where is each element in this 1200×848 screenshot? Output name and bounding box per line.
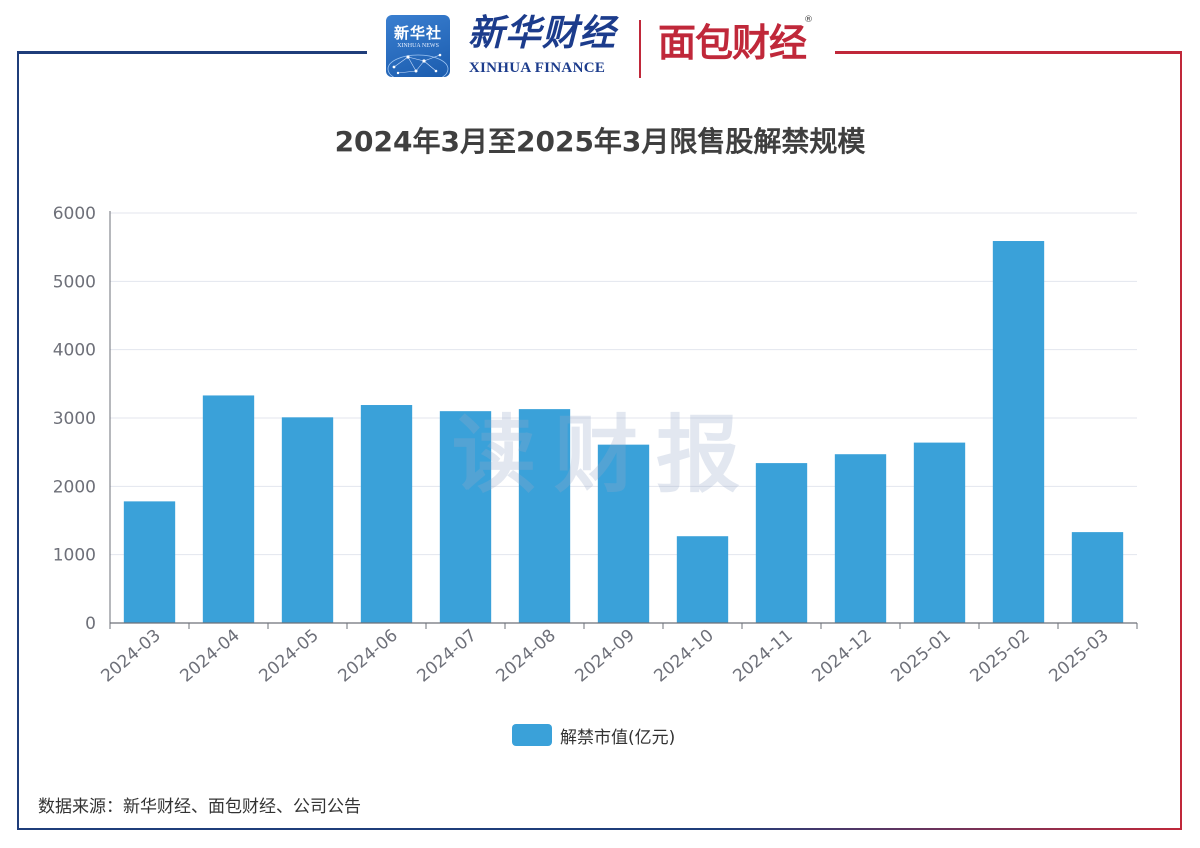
xinhua-finance-logo-cn: 新华财经 xyxy=(467,13,616,53)
x-tick-label: 2025-03 xyxy=(1045,626,1112,687)
y-tick-labels: 0 1000 2000 3000 4000 5000 6000 xyxy=(53,204,96,634)
x-tick-label: 2024-07 xyxy=(413,626,480,687)
bar-2024-11[interactable] xyxy=(755,463,808,623)
bar-2024-04[interactable] xyxy=(202,395,255,623)
bar-2025-02[interactable] xyxy=(992,241,1045,623)
x-tick-label: 2024-12 xyxy=(808,626,875,687)
bar-2024-07[interactable] xyxy=(439,411,492,623)
y-tick-label: 4000 xyxy=(53,341,96,361)
legend-label: 解禁市值(亿元) xyxy=(560,727,676,748)
chart-title: 2024年3月至2025年3月限售股解禁规模 xyxy=(334,125,866,158)
bar-2024-12[interactable] xyxy=(834,454,887,623)
x-tick-label: 2024-05 xyxy=(255,626,322,687)
x-tick-label: 2024-03 xyxy=(97,626,164,687)
xinhua-news-logo-cn: 新华社 xyxy=(393,24,442,42)
bar-layer xyxy=(123,241,1124,623)
frame-left-line xyxy=(17,51,19,830)
xinhua-finance-logo-en: XINHUA FINANCE xyxy=(468,60,606,76)
frame-bottom-line xyxy=(17,828,1182,830)
globe-network-icon xyxy=(387,53,449,77)
bar-2024-03[interactable] xyxy=(123,501,176,623)
y-tick-label: 6000 xyxy=(53,204,96,224)
y-tick-label: 5000 xyxy=(53,272,96,292)
x-tick-label: 2024-08 xyxy=(492,626,559,687)
bar-2024-08[interactable] xyxy=(518,409,571,623)
bar-2025-03[interactable] xyxy=(1071,532,1124,623)
x-tick-label: 2024-06 xyxy=(334,626,401,687)
y-tick-label: 3000 xyxy=(53,409,96,429)
source-note: 数据来源：新华财经、面包财经、公司公告 xyxy=(38,797,361,817)
y-tick-label: 2000 xyxy=(53,477,96,497)
x-tick-label: 2024-04 xyxy=(176,626,243,687)
frame-top-right-line xyxy=(835,51,1182,54)
x-tick-label: 2025-02 xyxy=(966,626,1033,687)
chart-legend[interactable]: 解禁市值(亿元) xyxy=(512,722,675,748)
frame-right-line xyxy=(1180,51,1182,830)
registered-mark: ® xyxy=(804,15,813,25)
bar-2024-10[interactable] xyxy=(676,536,729,623)
bar-2025-01[interactable] xyxy=(913,442,966,623)
logo-divider xyxy=(639,20,641,78)
x-tick-label: 2025-01 xyxy=(887,626,954,687)
frame-top-left-line xyxy=(17,51,367,54)
y-tick-label: 0 xyxy=(85,614,96,634)
x-tick-label: 2024-11 xyxy=(729,626,796,687)
x-tick-label: 2024-10 xyxy=(650,626,717,687)
axis-layer xyxy=(109,211,1138,629)
bar-2024-05[interactable] xyxy=(281,417,334,623)
x-tick-label: 2024-09 xyxy=(571,626,638,687)
y-tick-label: 1000 xyxy=(53,546,96,566)
xinhua-news-logo: 新华社 XINHUA NEWS xyxy=(386,15,450,77)
bar-2024-06[interactable] xyxy=(360,405,413,623)
xinhua-news-logo-en: XINHUA NEWS xyxy=(397,43,439,49)
legend-swatch xyxy=(512,724,552,746)
bar-2024-09[interactable] xyxy=(597,444,650,623)
mianbao-finance-logo: 面包财经 xyxy=(658,21,807,65)
x-tick-labels: 2024-03 2024-04 2024-05 2024-06 2024-07 2024-… xyxy=(97,626,1112,687)
